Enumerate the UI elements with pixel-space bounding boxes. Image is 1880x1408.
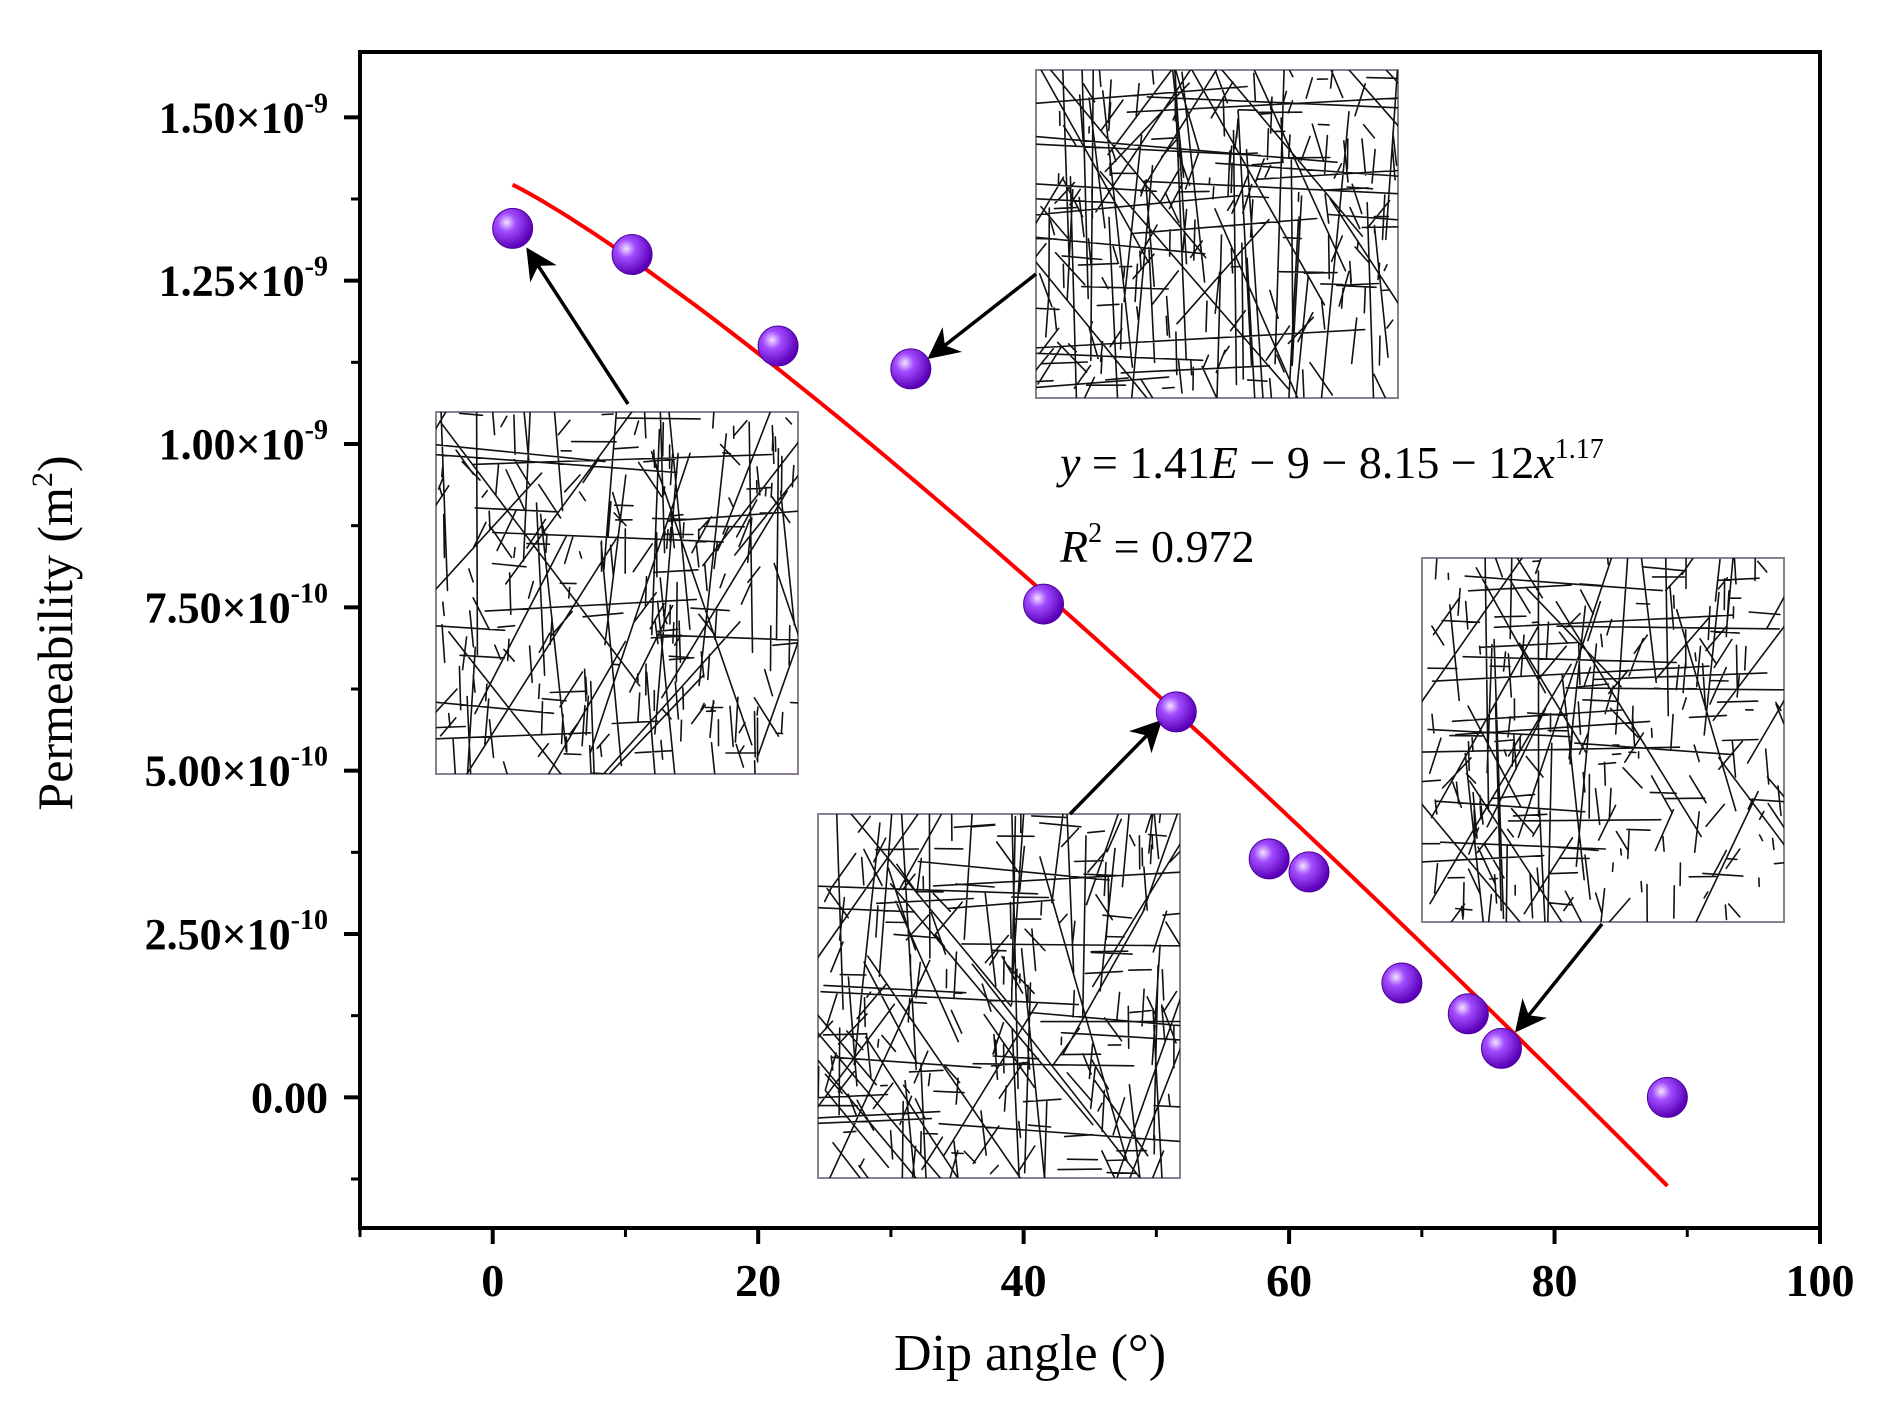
- x-tick-label: 100: [1786, 1255, 1855, 1306]
- x-axis-ticks: 0 20 40 60 80 100: [358, 1228, 1855, 1306]
- plot-frame: [358, 50, 1822, 1230]
- data-point: [1288, 851, 1330, 893]
- y-tick-label: 2.50×10-10: [145, 905, 328, 959]
- y-axis-ticks: 1.50×10-9 1.25×10-9 1.00×10-9 7.50×10-10 5.0…: [145, 88, 360, 1181]
- data-point: [492, 207, 534, 249]
- annotation-arrow: [1515, 922, 1604, 1033]
- y-tick-label: 7.50×10-10: [145, 578, 328, 632]
- data-point: [890, 348, 932, 390]
- annotation-arrow: [1068, 719, 1163, 816]
- annotation-arrow: [927, 272, 1038, 359]
- y-tick-label: 1.50×10-9: [159, 88, 328, 142]
- r-squared: R2 = 0.972: [1059, 518, 1255, 572]
- data-point: [757, 325, 799, 367]
- fit-equation: y = 1.41E − 9 − 8.15 − 12x1.17: [1056, 434, 1604, 488]
- data-point: [1646, 1076, 1688, 1118]
- y-tick-label: 1.25×10-9: [159, 252, 328, 306]
- plot-border: [358, 50, 1822, 1230]
- x-tick-label: 60: [1266, 1255, 1312, 1306]
- data-point: [1155, 691, 1197, 733]
- x-tick-label: 40: [1001, 1255, 1047, 1306]
- y-tick-label: 5.00×10-10: [145, 742, 328, 796]
- data-point: [611, 234, 653, 276]
- data-point: [1381, 962, 1423, 1004]
- fracture-network-dip-30: [1035, 69, 1399, 399]
- annotation-arrow: [526, 247, 630, 405]
- data-point: [1447, 993, 1489, 1035]
- x-axis-title: Dip angle (°): [894, 1325, 1166, 1382]
- y-axis-title: Permeability (m2): [26, 455, 83, 810]
- data-point: [1248, 838, 1290, 880]
- x-tick-label: 20: [735, 1255, 781, 1306]
- fracture-network-dip-75: [1421, 557, 1785, 923]
- x-tick-label: 0: [481, 1255, 504, 1306]
- y-tick-label: 1.00×10-9: [159, 415, 328, 469]
- fracture-network-dip-50: [817, 813, 1181, 1179]
- data-points: [492, 207, 1688, 1118]
- fracture-network-dip-0: [435, 411, 799, 775]
- inset-images: [435, 69, 1785, 1179]
- data-point: [1023, 583, 1065, 625]
- data-point: [1480, 1027, 1522, 1069]
- annotation-arrows: [526, 247, 1604, 1033]
- y-tick-label: 0.00: [251, 1073, 328, 1122]
- x-tick-label: 80: [1532, 1255, 1578, 1306]
